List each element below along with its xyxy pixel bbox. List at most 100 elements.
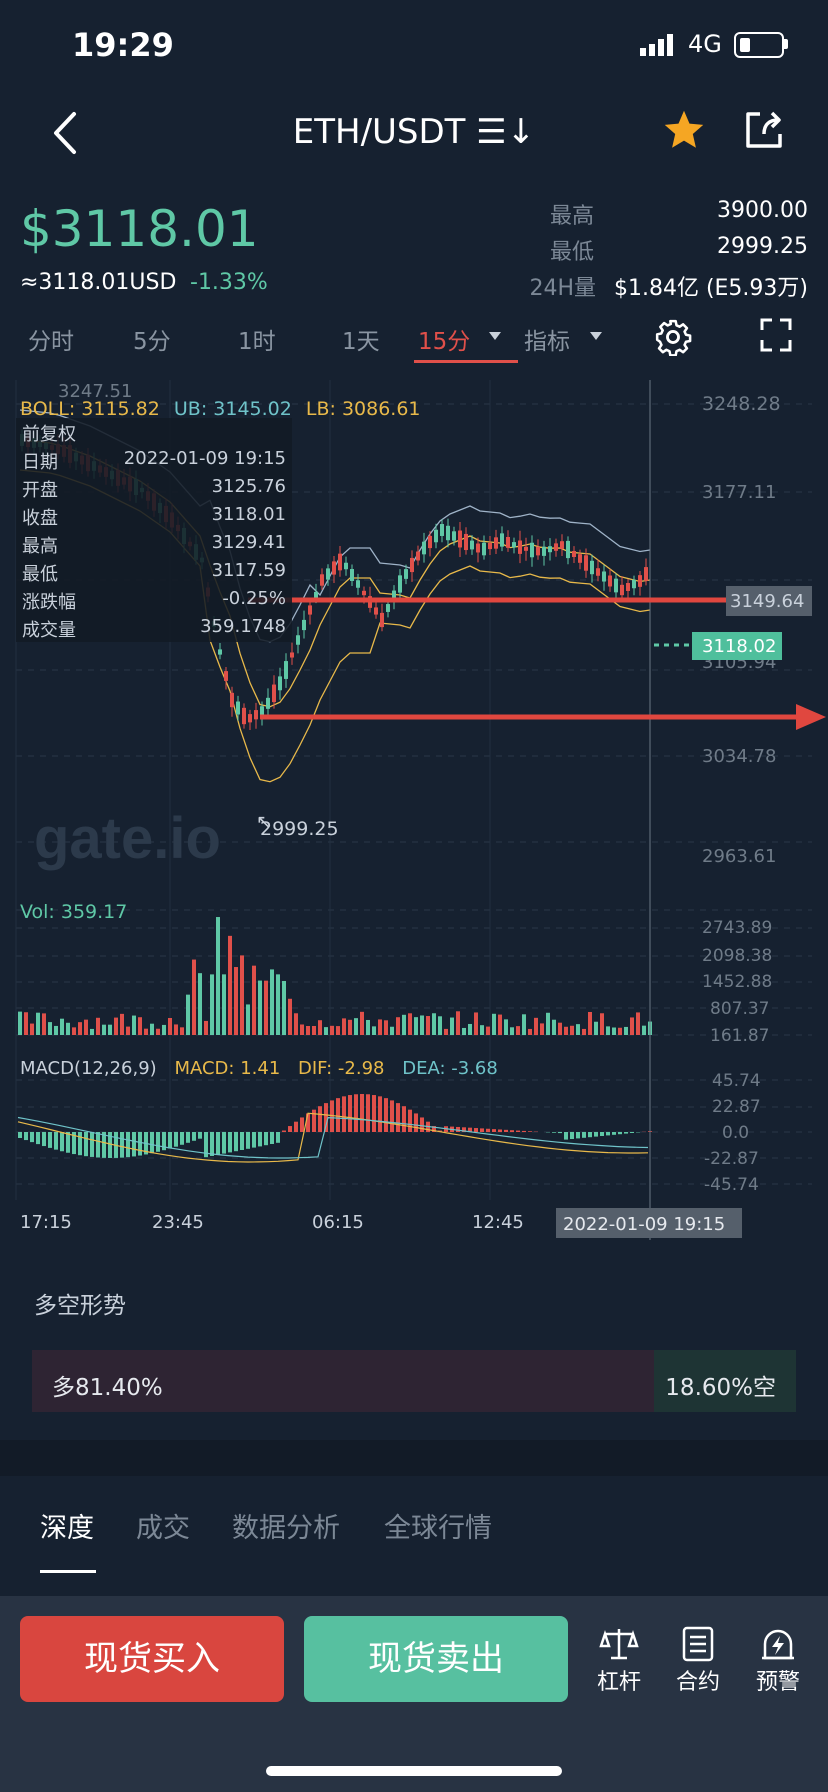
macd-bar: [600, 1132, 604, 1136]
macd-bar: [168, 1132, 172, 1149]
volume-bar: [570, 1025, 574, 1035]
chevron-down-icon[interactable]: [489, 332, 501, 340]
volume-bar: [270, 969, 274, 1035]
volume-bar: [534, 1017, 538, 1035]
macd-bar: [264, 1132, 268, 1146]
candle-body: [326, 568, 330, 580]
tab-depth[interactable]: 深度: [40, 1513, 94, 1544]
tab-data-analysis[interactable]: 数据分析: [232, 1513, 340, 1544]
candle-body: [542, 546, 546, 556]
support-arrowhead: [796, 704, 826, 730]
macd-dea: DEA: -3.68: [402, 1058, 498, 1079]
macd-value: MACD: 1.41: [174, 1058, 280, 1079]
volume-bar: [456, 1011, 460, 1035]
volume-bar: [162, 1024, 166, 1035]
candle-body: [236, 701, 240, 715]
tab-timeline[interactable]: 分时: [28, 329, 74, 355]
volume-bar: [60, 1018, 64, 1035]
macd-axis-label: 45.74: [712, 1071, 761, 1091]
candle-body: [488, 542, 492, 550]
macd-bar: [618, 1132, 622, 1135]
volume-bar: [450, 1017, 454, 1035]
candle-body: [320, 574, 324, 586]
candle-body: [260, 706, 264, 717]
usd-equivalent: ≈3118.01USD: [20, 270, 177, 295]
vol-axis-label: 1452.88: [702, 972, 772, 992]
futures-button[interactable]: 合约: [663, 1626, 733, 1696]
macd-bar: [498, 1129, 502, 1132]
favorite-star-icon[interactable]: [662, 108, 706, 152]
volume-bar: [138, 1017, 142, 1035]
candle-body: [272, 684, 276, 703]
candle-body: [296, 635, 300, 645]
active-tab-underline: [414, 360, 518, 363]
back-icon[interactable]: [48, 110, 88, 156]
price-axis-label: 2963.61: [702, 846, 776, 867]
tab-1h[interactable]: 1时: [238, 329, 276, 355]
macd-bar: [552, 1132, 556, 1133]
candle-body: [344, 562, 348, 570]
pair-title[interactable]: ETH/USDT ☰↓: [292, 112, 536, 152]
spot-sell-button[interactable]: 现货卖出: [304, 1616, 568, 1702]
macd-bar: [192, 1132, 196, 1141]
margin-button[interactable]: 杠杆: [584, 1626, 654, 1696]
time-axis-label: 23:45: [152, 1212, 204, 1233]
info-row: 日期 2022-01-09 19:15: [22, 448, 286, 476]
stat-high-value: 3900.00: [717, 198, 808, 223]
info-row: 收盘 3118.01: [22, 504, 286, 532]
low-price-marker: 2999.25: [260, 818, 339, 840]
info-key: 涨跌幅: [22, 592, 76, 613]
candle-body: [254, 710, 258, 720]
tab-1d[interactable]: 1天: [342, 329, 380, 355]
macd-bar: [30, 1132, 34, 1143]
futures-label: 合约: [675, 1670, 720, 1695]
info-value: 3118.01: [211, 504, 286, 525]
crosshair-price-value: 3149.64: [730, 591, 804, 612]
alert-button[interactable]: 预警: [743, 1626, 813, 1696]
info-key: 最高: [22, 536, 58, 557]
share-icon[interactable]: [742, 108, 786, 152]
candle-body: [572, 550, 576, 558]
chevron-down-icon[interactable]: [590, 332, 602, 340]
tab-trades[interactable]: 成交: [136, 1513, 190, 1544]
candle-body: [392, 590, 396, 602]
volume-bar: [246, 1004, 250, 1035]
candle-body: [422, 541, 426, 555]
info-value: 359.1748: [200, 616, 286, 637]
volume-bar: [42, 1013, 46, 1035]
macd-bar: [222, 1132, 226, 1154]
vol-axis-label: 2743.89: [702, 918, 772, 938]
volume-bar: [258, 980, 262, 1035]
candle-body: [524, 546, 528, 551]
macd-bar: [300, 1117, 304, 1132]
volume-bar: [222, 974, 226, 1035]
fullscreen-icon[interactable]: [760, 318, 792, 352]
volume-bar: [96, 1017, 100, 1035]
time-axis-label: 17:15: [20, 1212, 72, 1233]
spot-buy-button[interactable]: 现货买入: [20, 1616, 284, 1702]
battery-icon: [734, 32, 784, 58]
volume-bar: [504, 1019, 508, 1035]
candle-body: [314, 591, 318, 599]
volume-bar: [264, 980, 268, 1035]
info-row: 最高 3129.41: [22, 532, 286, 560]
candle-body: [362, 590, 366, 596]
boll-legend: BOLL: 3115.82 UB: 3145.02 LB: 3086.61: [20, 398, 421, 420]
volume-bar: [516, 1026, 520, 1035]
gear-icon[interactable]: [654, 318, 692, 356]
tab-5m[interactable]: 5分: [133, 329, 171, 355]
macd-bar: [96, 1132, 100, 1158]
volume-bar: [372, 1026, 376, 1035]
battery-tip: [784, 39, 788, 49]
kline-chart[interactable]: gate.io 3248.28 3177.11 3149.64 3105.94 …: [0, 380, 828, 1240]
macd-bar: [24, 1132, 28, 1141]
tab-global-market[interactable]: 全球行情: [384, 1513, 492, 1544]
candle-body: [374, 607, 378, 615]
volume-bar: [252, 965, 256, 1035]
candle-body: [398, 575, 402, 593]
volume-bar: [486, 1026, 490, 1035]
tab-indicators[interactable]: 指标: [524, 329, 570, 355]
tab-15m[interactable]: 15分: [418, 329, 471, 355]
macd-bar: [270, 1132, 274, 1144]
macd-bar: [78, 1132, 82, 1156]
